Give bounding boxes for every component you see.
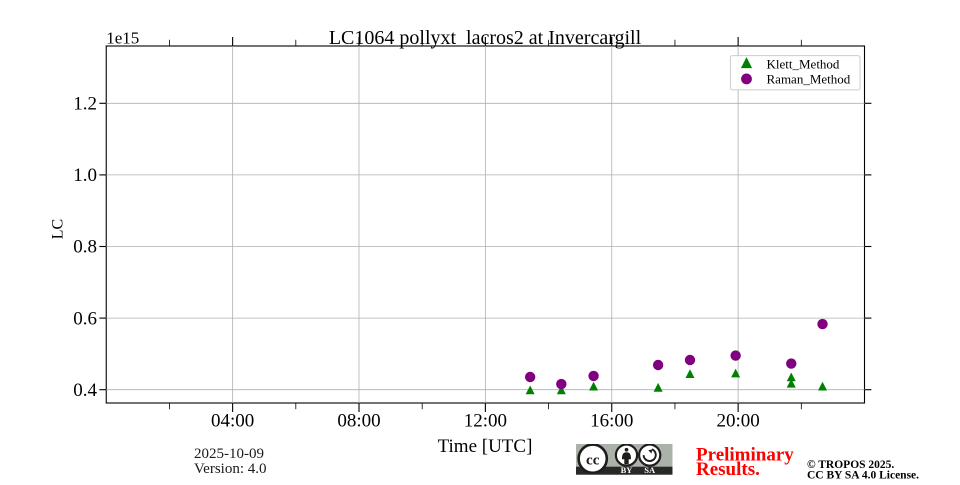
- svg-text:Time [UTC]: Time [UTC]: [438, 436, 533, 457]
- svg-text:cc: cc: [586, 452, 600, 468]
- svg-text:1.0: 1.0: [73, 165, 97, 186]
- svg-text:Results.: Results.: [696, 459, 760, 480]
- svg-text:2025-10-09: 2025-10-09: [194, 446, 264, 462]
- svg-text:20:00: 20:00: [716, 411, 759, 432]
- svg-text:12:00: 12:00: [464, 411, 507, 432]
- svg-text:16:00: 16:00: [590, 411, 633, 432]
- svg-text:SA: SA: [644, 465, 656, 475]
- svg-text:04:00: 04:00: [211, 411, 254, 432]
- svg-text:BY: BY: [621, 465, 633, 475]
- svg-text:Klett_Method: Klett_Method: [767, 56, 840, 71]
- svg-text:0.4: 0.4: [73, 380, 97, 401]
- svg-text:1.2: 1.2: [73, 94, 97, 115]
- svg-text:Raman_Method: Raman_Method: [767, 72, 851, 87]
- svg-text:Version: 4.0: Version: 4.0: [194, 461, 267, 477]
- svg-text:CC BY SA 4.0 License.: CC BY SA 4.0 License.: [807, 470, 919, 481]
- svg-text:1e15: 1e15: [106, 29, 139, 48]
- svg-text:0.8: 0.8: [73, 237, 97, 258]
- svg-text:08:00: 08:00: [337, 411, 380, 432]
- svg-text:LC: LC: [50, 219, 67, 239]
- svg-text:0.6: 0.6: [73, 308, 97, 329]
- svg-text:LC1064 pollyxt_lacros2 at Inve: LC1064 pollyxt_lacros2 at Invercargill: [329, 27, 642, 49]
